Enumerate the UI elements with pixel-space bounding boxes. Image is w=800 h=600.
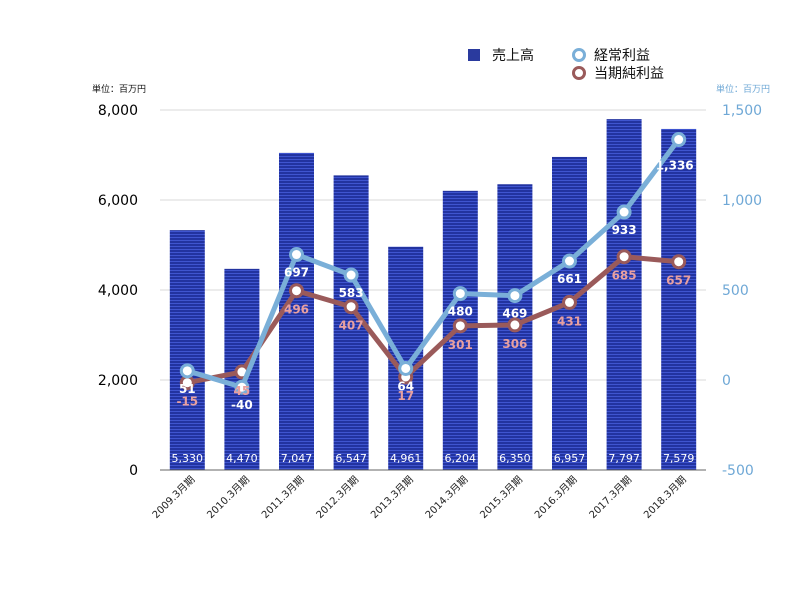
left-axis-unit: 単位：百万円 <box>92 85 147 95</box>
net-income-label: 657 <box>666 274 691 288</box>
net-income-label: 306 <box>502 337 527 351</box>
net-income-point <box>452 318 468 334</box>
ordinary-profit-point <box>671 132 687 148</box>
ordinary-profit-label: 697 <box>284 266 309 280</box>
bar-value-label: 4,961 <box>390 452 422 465</box>
bar <box>552 156 587 470</box>
net-income-label: 45 <box>234 384 251 398</box>
x-axis-tick-label: 2017.3月期 <box>587 474 634 521</box>
x-axis-tick-label: 2013.3月期 <box>368 474 415 521</box>
ordinary-profit-label: 64 <box>397 379 414 393</box>
net-income-label: 301 <box>448 338 473 352</box>
ordinary-profit-label: 933 <box>612 223 637 237</box>
bar-value-label: 7,579 <box>663 452 695 465</box>
ordinary-profit-point <box>289 247 304 263</box>
right-axis-tick-label: -500 <box>722 463 754 479</box>
x-axis-tick-label: 2014.3月期 <box>423 474 470 521</box>
legend-swatch-sales <box>468 49 480 61</box>
bar-value-label: 5,330 <box>172 452 204 465</box>
net-income-point <box>343 299 359 315</box>
legend-label-sales: 売上高 <box>492 48 534 64</box>
bar-value-label: 7,797 <box>608 452 640 465</box>
ordinary-profit-label: 661 <box>557 272 582 286</box>
right-axis-tick-label: 1,000 <box>722 193 762 209</box>
net-income-label: 17 <box>397 389 414 403</box>
ordinary-profit-label: 469 <box>502 307 527 321</box>
ordinary-profit-point <box>507 288 523 304</box>
net-income-label: 685 <box>612 269 637 283</box>
x-axis-tick-label: 2015.3月期 <box>478 474 525 521</box>
data-labels: 5,330 4,470 7,047 6,547 4,961 6,204 6,350 6,957… <box>172 159 695 465</box>
net-income-point <box>562 294 577 310</box>
right-axis: -500 0 500 1,000 1,500 <box>722 103 762 479</box>
ordinary-profit-point <box>398 360 414 376</box>
ordinary-profit-label: 480 <box>448 305 473 319</box>
net-income-label: 407 <box>339 319 364 333</box>
legend-marker-net-income <box>572 66 586 80</box>
legend-marker-ordinary-profit <box>572 48 586 62</box>
left-axis-tick-label: 4,000 <box>98 283 138 299</box>
right-axis-unit: 単位：百万円 <box>716 85 771 95</box>
net-income-label: 431 <box>557 314 582 328</box>
net-income-label: -15 <box>176 395 198 409</box>
ordinary-profit-point <box>616 204 632 220</box>
bar <box>661 128 697 470</box>
bar-value-label: 4,470 <box>226 452 258 465</box>
x-axis: 2009.3月期 2010.3月期 2011.3月期 2012.3月期 2013.3月期… <box>150 469 706 521</box>
x-axis-tick-label: 2012.3月期 <box>314 474 361 521</box>
right-axis-tick-label: 500 <box>722 283 749 299</box>
bar <box>169 230 205 470</box>
net-income-point <box>289 283 304 299</box>
x-axis-tick-label: 2009.3月期 <box>150 474 197 521</box>
bar-value-label: 6,350 <box>499 452 531 465</box>
x-axis-tick-label: 2011.3月期 <box>259 474 306 521</box>
ordinary-profit-point <box>234 379 250 395</box>
ordinary-profit-label: 1,336 <box>656 159 694 173</box>
ordinary-profit-point <box>179 363 195 379</box>
x-axis-tick-label: 2016.3月期 <box>532 474 579 521</box>
net-income-point <box>616 249 632 265</box>
bar-value-label: 6,957 <box>554 452 586 465</box>
ordinary-profit-label: 583 <box>339 286 364 300</box>
left-axis-tick-label: 6,000 <box>98 193 138 209</box>
legend: 売上高 経常利益 当期純利益 <box>468 44 698 86</box>
x-axis-tick-label: 2018.3月期 <box>641 474 688 521</box>
left-axis-tick-label: 8,000 <box>98 103 138 119</box>
ordinary-profit-label: -40 <box>231 398 253 412</box>
bar <box>606 119 642 470</box>
ordinary-profit-point <box>562 253 577 269</box>
ordinary-profit-line <box>186 138 681 390</box>
net-income-label: 496 <box>284 303 309 317</box>
x-axis-tick-label: 2010.3月期 <box>205 474 252 521</box>
ordinary-profit-point <box>343 267 359 283</box>
bar-value-label: 6,547 <box>335 452 367 465</box>
left-axis-tick-label: 0 <box>129 463 138 479</box>
right-axis-tick-label: 0 <box>722 373 731 389</box>
legend-label-net-income: 当期純利益 <box>594 66 664 82</box>
left-axis: 0 2,000 4,000 6,000 8,000 <box>98 103 138 479</box>
legend-label-ordinary-profit: 経常利益 <box>594 48 650 64</box>
net-income-line <box>186 254 679 386</box>
bars <box>169 119 697 470</box>
ordinary-profit-label: 51 <box>179 382 196 396</box>
right-axis-tick-label: 1,500 <box>722 103 762 119</box>
ordinary-profit-point <box>452 286 468 302</box>
bar-value-label: 6,204 <box>445 452 477 465</box>
lines <box>179 132 687 395</box>
left-axis-tick-label: 2,000 <box>98 373 138 389</box>
net-income-point <box>671 254 687 270</box>
net-income-point <box>507 317 523 333</box>
bar-value-label: 7,047 <box>281 452 313 465</box>
